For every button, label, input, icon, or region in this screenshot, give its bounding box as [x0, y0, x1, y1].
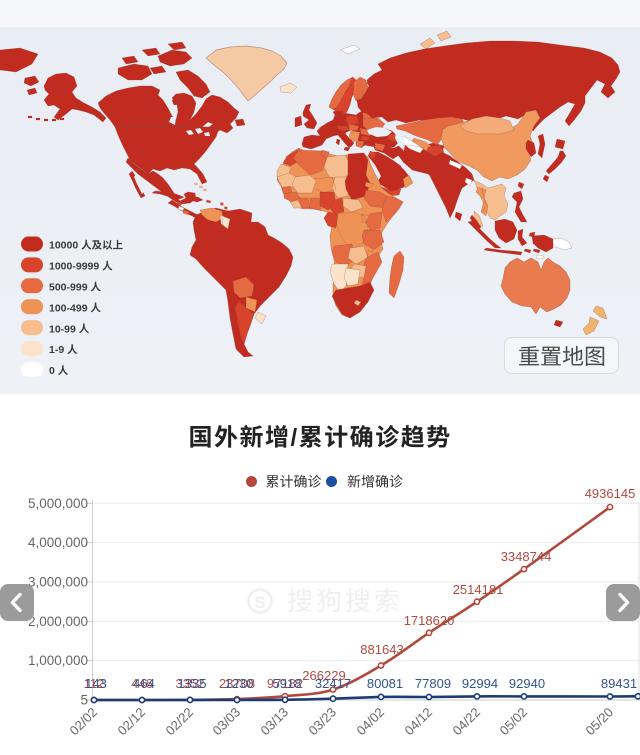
- svg-text:92994: 92994: [462, 676, 498, 691]
- svg-text:03/13: 03/13: [258, 705, 292, 739]
- svg-text:23708: 23708: [219, 676, 255, 691]
- svg-text:05/20: 05/20: [583, 705, 617, 739]
- svg-text:1718620: 1718620: [404, 613, 455, 628]
- svg-text:100-499: 100-499: [49, 302, 88, 314]
- svg-text:77809: 77809: [415, 676, 451, 691]
- svg-text:92940: 92940: [509, 676, 545, 691]
- svg-text:04/02: 04/02: [354, 705, 388, 739]
- svg-text:/: /: [291, 425, 298, 452]
- svg-text:S: S: [254, 593, 265, 612]
- svg-text:1-9: 1-9: [49, 344, 64, 356]
- svg-text:04/12: 04/12: [402, 705, 436, 739]
- svg-text:1000-9999: 1000-9999: [49, 261, 99, 273]
- svg-text:3352: 3352: [176, 676, 205, 691]
- svg-text:4,000,000: 4,000,000: [28, 535, 88, 550]
- svg-text:2,000,000: 2,000,000: [28, 614, 88, 629]
- svg-text:1335: 1335: [178, 676, 207, 691]
- svg-text:1230: 1230: [225, 676, 254, 691]
- svg-text:881643: 881643: [360, 642, 403, 657]
- svg-text:97182: 97182: [267, 676, 303, 691]
- svg-text:80081: 80081: [367, 676, 403, 691]
- svg-text:32417: 32417: [315, 676, 351, 691]
- svg-text:04/22: 04/22: [450, 705, 484, 739]
- svg-text:03/03: 03/03: [210, 705, 244, 739]
- svg-text:1,000,000: 1,000,000: [28, 653, 88, 668]
- svg-text:2514181: 2514181: [453, 582, 504, 597]
- svg-text:05/02: 05/02: [497, 705, 531, 739]
- svg-text:5918: 5918: [273, 676, 302, 691]
- svg-text:112: 112: [84, 676, 105, 691]
- svg-text:446: 446: [131, 676, 153, 691]
- svg-text:03/23: 03/23: [306, 705, 340, 739]
- svg-text:5,000,000: 5,000,000: [28, 496, 88, 511]
- svg-text:10000: 10000: [49, 240, 78, 252]
- svg-text:4936145: 4936145: [585, 486, 636, 501]
- svg-text:3348744: 3348744: [501, 549, 552, 564]
- svg-text:89431: 89431: [601, 676, 637, 691]
- svg-text:3,000,000: 3,000,000: [28, 574, 88, 589]
- svg-text:02/02: 02/02: [67, 705, 101, 739]
- svg-text:02/22: 02/22: [163, 705, 197, 739]
- svg-text:143: 143: [85, 676, 107, 691]
- svg-text:02/12: 02/12: [115, 705, 149, 739]
- svg-text:464: 464: [133, 676, 155, 691]
- svg-text:266229: 266229: [302, 668, 345, 683]
- svg-text:500-999: 500-999: [49, 282, 88, 294]
- svg-text:5: 5: [80, 692, 88, 707]
- svg-text:0: 0: [49, 365, 55, 377]
- svg-text:10-99: 10-99: [49, 323, 76, 335]
